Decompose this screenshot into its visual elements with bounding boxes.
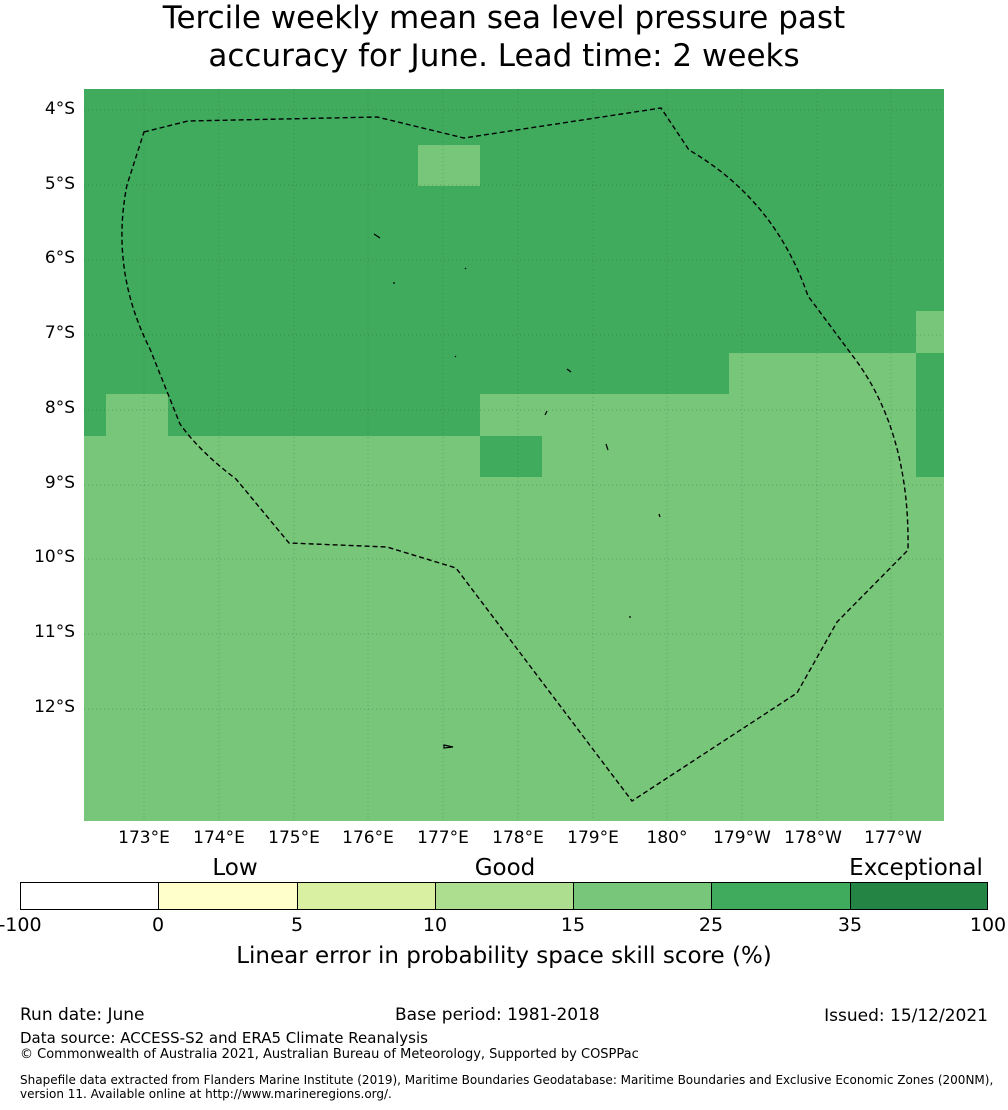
colorbar-tick: 10 xyxy=(422,914,448,936)
latitude-label: 7°S xyxy=(44,323,75,343)
longitude-label: 174°E xyxy=(193,828,245,848)
base-period: Base period: 1981-2018 xyxy=(395,1005,600,1025)
moderate-skill-cell-north xyxy=(418,145,480,186)
colorbar-tick: 35 xyxy=(837,914,863,936)
islands xyxy=(373,233,661,749)
longitude-label: 180° xyxy=(646,828,688,848)
shapefile-credit: Shapefile data extracted from Flanders M… xyxy=(20,1073,994,1087)
copyright-notice: © Commonwealth of Australia 2021, Austra… xyxy=(20,1047,639,1062)
longitude-label: 179°E xyxy=(567,828,619,848)
latitude-label: 9°S xyxy=(44,473,75,493)
colorbar xyxy=(20,882,988,910)
run-date: Run date: June xyxy=(20,1005,145,1025)
colorbar-category-exceptional: Exceptional xyxy=(849,855,983,881)
latitude-label: 10°S xyxy=(34,547,75,567)
latitude-label: 12°S xyxy=(34,697,75,717)
colorbar-tick: 0 xyxy=(151,914,165,936)
colorbar-segment xyxy=(159,883,298,909)
longitude-label: 175°E xyxy=(268,828,320,848)
latitude-label: 5°S xyxy=(44,174,75,194)
latitude-label: 6°S xyxy=(44,248,75,268)
map-title-line-2: accuracy for June. Lead time: 2 weeks xyxy=(208,38,800,74)
colorbar-category-low: Low xyxy=(212,855,258,881)
high-skill-region xyxy=(84,89,944,436)
colorbar-segment xyxy=(851,883,987,909)
longitude-label: 177°E xyxy=(417,828,469,848)
longitude-label: 179°W xyxy=(713,828,771,848)
shapefile-credit: version 11. Available online at http://w… xyxy=(20,1087,392,1101)
colorbar-segment xyxy=(712,883,851,909)
eez-boundary xyxy=(121,107,909,802)
issued-date: Issued: 15/12/2021 xyxy=(824,1006,988,1026)
colorbar-label: Linear error in probability space skill … xyxy=(236,943,772,969)
colorbar-tick: 100 xyxy=(969,914,1007,936)
longitude-label: 173°E xyxy=(118,828,170,848)
longitude-label: 176°E xyxy=(342,828,394,848)
colorbar-tick: 15 xyxy=(560,914,586,936)
high-skill-cell-center xyxy=(480,436,542,477)
colorbar-tick: 25 xyxy=(698,914,724,936)
colorbar-category-good: Good xyxy=(474,855,536,881)
latitude-label: 4°S xyxy=(44,99,75,119)
colorbar-segment xyxy=(574,883,712,909)
colorbar-segment xyxy=(436,883,574,909)
latitude-label: 8°S xyxy=(44,398,75,418)
colorbar-tick: 5 xyxy=(290,914,304,936)
colorbar-segment xyxy=(298,883,436,909)
gridlines xyxy=(84,89,944,821)
longitude-label: 178°E xyxy=(492,828,544,848)
longitude-label: 178°W xyxy=(784,828,842,848)
data-source: Data source: ACCESS-S2 and ERA5 Climate … xyxy=(20,1029,428,1047)
high-skill-cell-east xyxy=(916,353,944,477)
longitude-label: 177°W xyxy=(864,828,922,848)
latitude-label: 11°S xyxy=(34,622,75,642)
map-title-line-1: Tercile weekly mean sea level pressure p… xyxy=(162,0,846,36)
colorbar-segment xyxy=(21,883,159,909)
colorbar-tick: -100 xyxy=(0,914,42,936)
